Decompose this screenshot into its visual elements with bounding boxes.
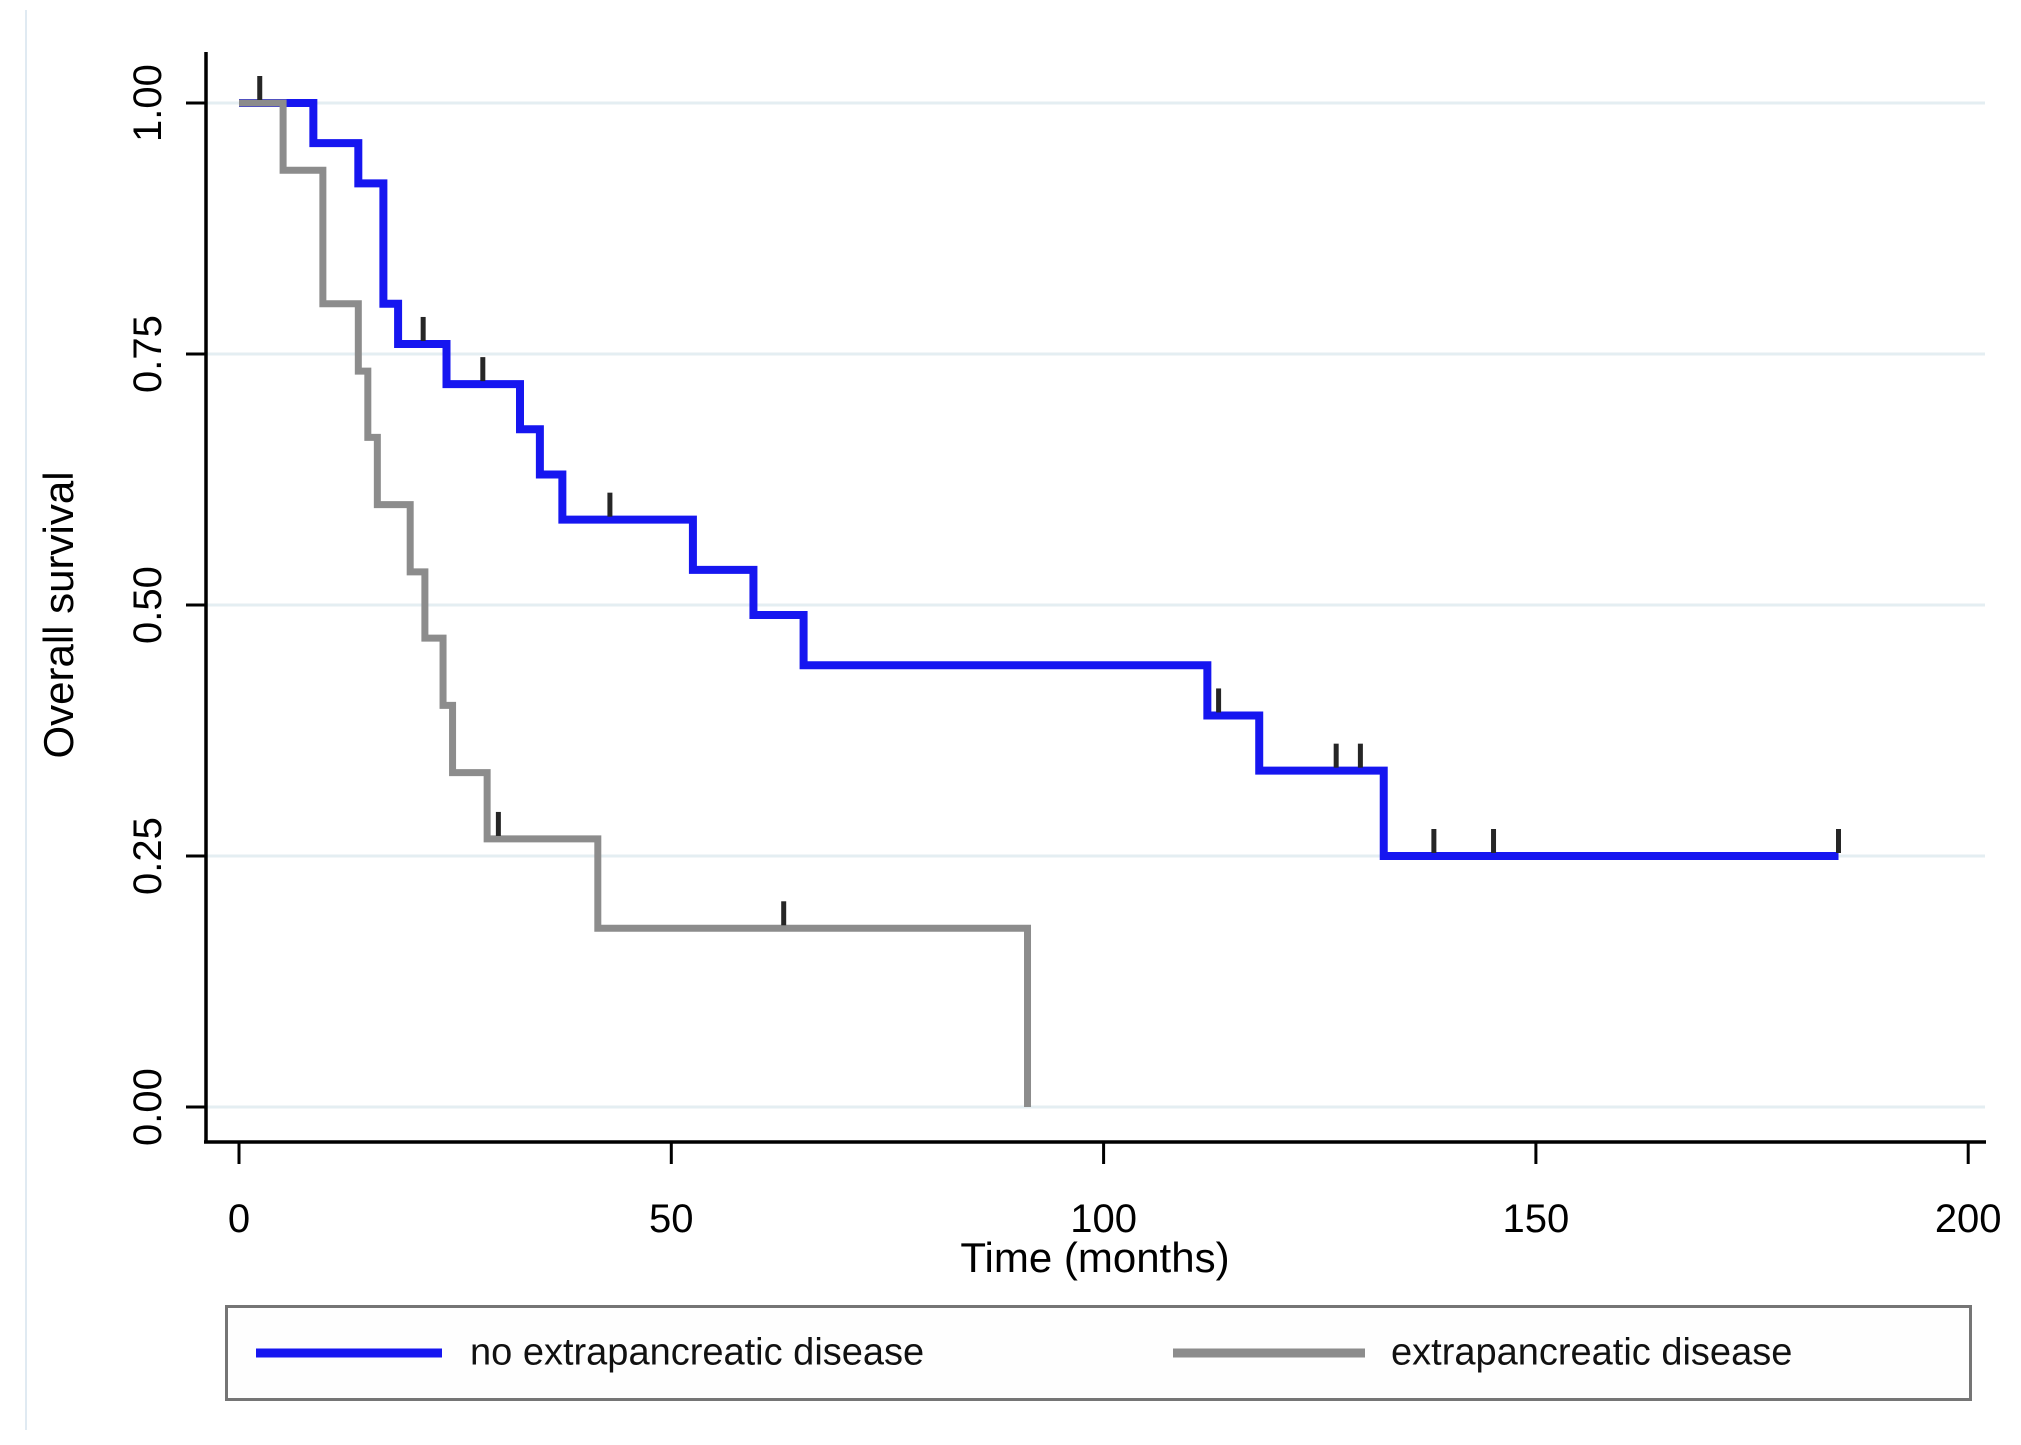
legend-line-sample-extrapancreatic xyxy=(1173,1348,1365,1358)
tick-labels: 0.00 0.25 0.50 0.75 1.00 0 50 100 150 200 xyxy=(126,64,2002,1241)
km-curve-extrapancreatic xyxy=(239,99,1032,1107)
km-curve-no-extrapancreatic xyxy=(239,99,1839,860)
x-tick-label: 100 xyxy=(1070,1197,1137,1241)
y-tick-label: 1.00 xyxy=(126,64,170,142)
y-tick-label: 0.25 xyxy=(126,817,170,895)
series-curves xyxy=(239,99,1839,1107)
x-tick-label: 0 xyxy=(228,1197,250,1241)
x-axis-title: Time (months) xyxy=(960,1234,1229,1281)
y-tick-label: 0.75 xyxy=(126,315,170,393)
y-axis-title: Overall survival xyxy=(35,471,82,758)
legend-line-sample-no-extrapancreatic xyxy=(256,1348,442,1358)
gridlines xyxy=(206,101,1985,1109)
axes xyxy=(204,52,1986,1144)
y-tick-label: 0.00 xyxy=(126,1068,170,1146)
censor-marks xyxy=(257,76,1842,926)
x-tick-label: 50 xyxy=(649,1197,694,1241)
figure-edge-line xyxy=(25,10,27,1430)
y-tick-label: 0.50 xyxy=(126,566,170,644)
legend-label-no-extrapancreatic: no extrapancreatic disease xyxy=(470,1331,925,1374)
x-tick-label: 150 xyxy=(1503,1197,1570,1241)
legend: no extrapancreatic disease extrapancreat… xyxy=(225,1305,1972,1401)
x-tick-label: 200 xyxy=(1935,1197,2002,1241)
legend-label-extrapancreatic: extrapancreatic disease xyxy=(1391,1331,1793,1374)
axis-tick-marks xyxy=(186,101,1970,1164)
